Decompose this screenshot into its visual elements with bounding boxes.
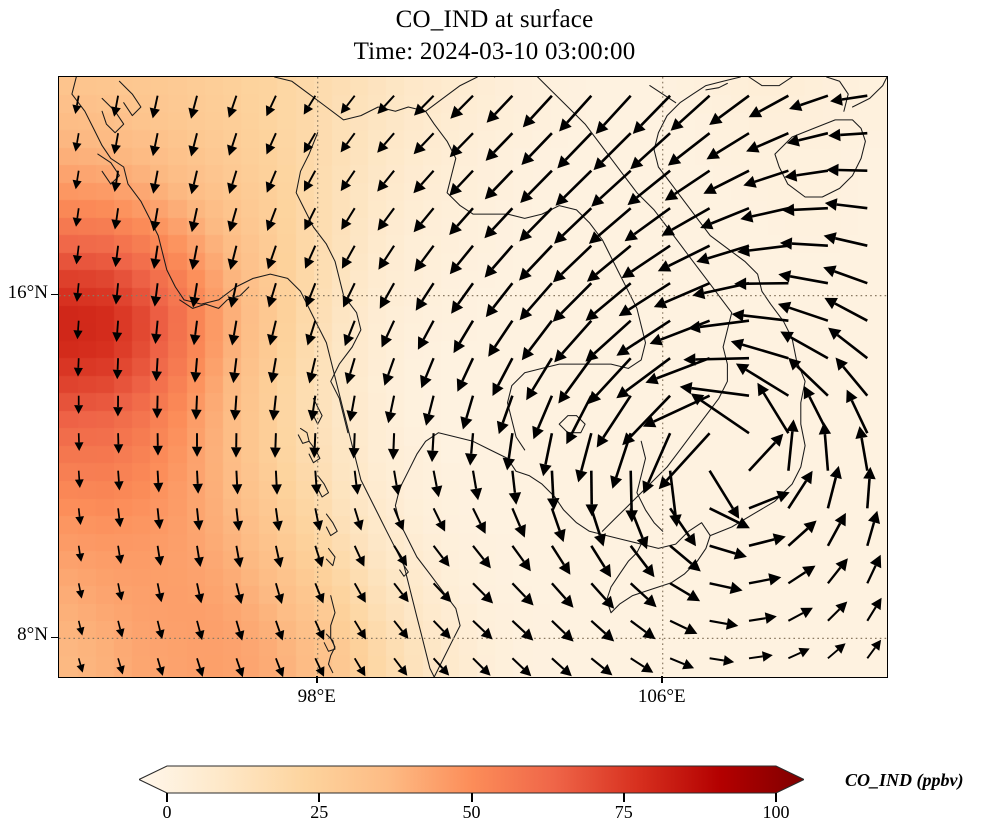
colorbar-title: CO_IND (ppbv) [845,770,964,790]
colorbar-tick-label: 25 [310,802,329,822]
x-tick-mark [315,676,318,683]
colorbar-tick-mark [775,793,777,802]
title-line-variable: CO_IND at surface [395,6,594,33]
y-tick-label: 16°N [7,281,48,303]
colorbar-tick-label: 100 [762,802,790,822]
colorbar-tick-mark [470,793,473,802]
colorbar-tick-label: 0 [162,802,172,822]
colorbar-tick-label: 75 [614,802,633,822]
colorbar-tick-mark [166,793,168,802]
title-line-time: Time: 2024-03-10 03:00:00 [353,38,636,65]
x-tick-label: 98°E [297,686,336,707]
y-tick-label: 8°N [17,624,48,646]
co-concentration-field [59,77,887,677]
colorbar-tick-mark [622,793,625,802]
x-tick-mark [660,676,663,683]
page-title: CO_IND at surface Time: 2024-03-10 03:00… [0,4,989,68]
colorbar-tick-label: 50 [462,802,481,822]
colorbar-tick-mark [318,793,321,802]
x-tick-label: 106°E [637,686,686,707]
y-tick-mark [51,293,58,296]
y-tick-mark [51,636,58,639]
map-axes[interactable] [58,76,888,678]
